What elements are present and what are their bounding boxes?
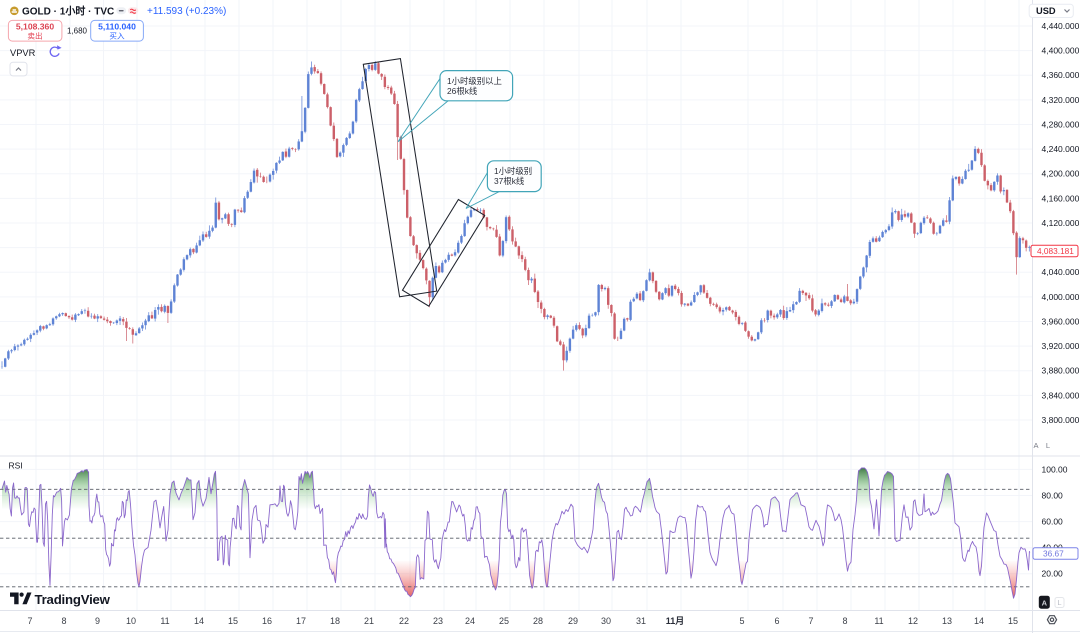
svg-text:25: 25: [499, 616, 509, 626]
svg-text:买入: 买入: [109, 32, 125, 41]
svg-text:GOLD · 1小时 · TVC: GOLD · 1小时 · TVC: [22, 5, 114, 18]
svg-text:12: 12: [908, 616, 918, 626]
svg-text:4,000.000: 4,000.000: [1042, 292, 1080, 302]
svg-text:L: L: [1057, 598, 1061, 607]
svg-text:9: 9: [95, 616, 100, 626]
svg-text:A: A: [1042, 598, 1048, 607]
svg-text:+11.593 (+0.23%): +11.593 (+0.23%): [147, 6, 226, 17]
svg-text:1小时级别: 1小时级别: [494, 166, 532, 176]
svg-text:60.00: 60.00: [1042, 517, 1064, 527]
svg-text:3,840.000: 3,840.000: [1042, 390, 1080, 400]
svg-text:100.00: 100.00: [1042, 464, 1068, 474]
svg-text:13: 13: [942, 616, 952, 626]
svg-text:17: 17: [296, 616, 306, 626]
svg-text:16: 16: [262, 616, 272, 626]
svg-text:6: 6: [774, 616, 779, 626]
svg-text:4,440.000: 4,440.000: [1042, 21, 1080, 31]
svg-text:4,200.000: 4,200.000: [1042, 169, 1080, 179]
svg-text:TradingView: TradingView: [35, 592, 111, 607]
svg-text:4,360.000: 4,360.000: [1042, 70, 1080, 80]
svg-text:3,960.000: 3,960.000: [1042, 316, 1080, 326]
svg-text:4,120.000: 4,120.000: [1042, 218, 1080, 228]
svg-text:A: A: [1033, 441, 1038, 450]
svg-text:4,320.000: 4,320.000: [1042, 95, 1080, 105]
svg-text:30: 30: [601, 616, 611, 626]
svg-text:5: 5: [739, 616, 744, 626]
svg-text:10: 10: [126, 616, 136, 626]
svg-text:4,160.000: 4,160.000: [1042, 193, 1080, 203]
svg-text:4,240.000: 4,240.000: [1042, 144, 1080, 154]
svg-text:1小时级别以上: 1小时级别以上: [447, 76, 502, 86]
svg-text:23: 23: [433, 616, 443, 626]
svg-text:8: 8: [842, 616, 847, 626]
svg-text:18: 18: [330, 616, 340, 626]
svg-text:1,680: 1,680: [67, 26, 88, 35]
svg-text:RSI: RSI: [9, 461, 23, 471]
svg-text:14: 14: [194, 616, 204, 626]
svg-text:15: 15: [228, 616, 238, 626]
svg-text:37根k线: 37根k线: [494, 176, 525, 186]
svg-text:26根k线: 26根k线: [447, 86, 478, 96]
svg-text:4,040.000: 4,040.000: [1042, 267, 1080, 277]
svg-text:24: 24: [465, 616, 475, 626]
svg-text:11: 11: [160, 616, 169, 626]
svg-text:20.00: 20.00: [1042, 569, 1064, 579]
svg-text:5,108.360: 5,108.360: [16, 22, 54, 32]
svg-text:29: 29: [568, 616, 578, 626]
svg-text:21: 21: [364, 616, 374, 626]
svg-text:8: 8: [61, 616, 66, 626]
svg-text:36.67: 36.67: [1043, 548, 1064, 558]
svg-text:14: 14: [974, 616, 984, 626]
svg-text:4,280.000: 4,280.000: [1042, 119, 1080, 129]
svg-text:31: 31: [636, 616, 646, 626]
svg-text:22: 22: [399, 616, 409, 626]
svg-text:15: 15: [1008, 616, 1018, 626]
svg-text:11: 11: [874, 616, 883, 626]
svg-text:卖出: 卖出: [27, 31, 42, 41]
svg-text:7: 7: [27, 616, 32, 626]
svg-text:USD: USD: [1036, 6, 1056, 16]
svg-text:4,400.000: 4,400.000: [1042, 46, 1080, 56]
svg-text:3,880.000: 3,880.000: [1042, 366, 1080, 376]
svg-text:80.00: 80.00: [1042, 490, 1064, 500]
svg-text:28: 28: [533, 616, 543, 626]
svg-text:5,110.040: 5,110.040: [98, 22, 136, 32]
svg-text:3,800.000: 3,800.000: [1042, 415, 1080, 425]
svg-text:4,083.181: 4,083.181: [1037, 246, 1074, 256]
svg-text:7: 7: [808, 616, 813, 626]
svg-text:11月: 11月: [666, 616, 685, 626]
svg-text:L: L: [1046, 441, 1050, 450]
svg-text:VPVR: VPVR: [10, 48, 36, 58]
svg-text:3,920.000: 3,920.000: [1042, 341, 1080, 351]
